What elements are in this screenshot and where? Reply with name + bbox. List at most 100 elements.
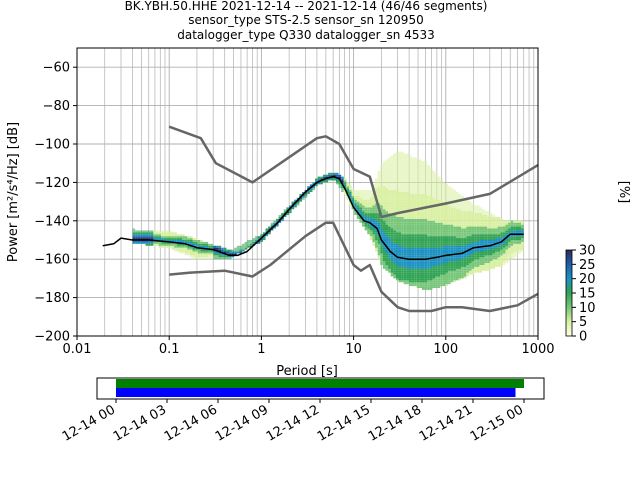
psd-cell	[515, 240, 519, 242]
psd-cell	[453, 270, 456, 273]
psd-cell	[450, 218, 454, 221]
psd-cell	[487, 257, 490, 260]
psd-cell	[388, 188, 391, 191]
psd-cell	[377, 240, 381, 242]
psd-cell	[179, 247, 183, 250]
psd-cell	[458, 216, 462, 219]
psd-cell	[495, 264, 498, 267]
psd-cell	[422, 268, 425, 271]
psd-cell	[223, 257, 227, 260]
psd-cell	[192, 243, 196, 246]
psd-cell	[187, 247, 190, 250]
psd-cell	[518, 241, 522, 244]
psd-cell	[406, 205, 409, 208]
psd-cell	[382, 251, 386, 254]
colorbar-gradient	[565, 249, 573, 337]
psd-cell	[166, 236, 170, 239]
psd-cell	[382, 176, 386, 179]
psd-cell	[437, 211, 441, 214]
psd-cell	[442, 199, 446, 202]
psd-cell	[408, 216, 412, 219]
psd-cell	[453, 193, 456, 196]
psd-cell	[372, 236, 376, 239]
psd-cell	[414, 205, 417, 208]
psd-cell	[432, 241, 436, 244]
psd-cell	[479, 249, 482, 252]
psd-cell	[362, 190, 365, 192]
psd-cell	[513, 238, 516, 240]
psd-cell	[484, 243, 488, 246]
psd-cell	[398, 205, 402, 208]
psd-cell	[455, 201, 459, 204]
psd-cell	[458, 193, 462, 196]
psd-cell	[429, 218, 433, 221]
psd-cell	[184, 253, 188, 256]
psd-cell	[497, 224, 501, 227]
psd-cell	[432, 230, 436, 233]
psd-cell	[398, 184, 402, 187]
psd-cell	[435, 197, 438, 200]
psd-cell	[422, 276, 425, 279]
psd-cell	[403, 182, 407, 185]
x-tick-label: 1	[257, 342, 265, 357]
psd-cell	[398, 259, 402, 262]
psd-cell	[435, 263, 438, 265]
psd-cell	[393, 182, 396, 185]
psd-cell	[513, 249, 516, 252]
psd-cell	[427, 192, 430, 194]
psd-cell	[343, 193, 347, 196]
psd-cell	[398, 253, 402, 256]
psd-cell	[427, 193, 430, 196]
psd-cell	[416, 238, 420, 240]
psd-cell	[419, 192, 423, 194]
psd-cell	[440, 213, 443, 216]
psd-cell	[182, 234, 185, 237]
psd-cell	[481, 226, 485, 229]
psd-cell	[414, 245, 417, 248]
psd-cell	[356, 199, 360, 202]
psd-cell	[390, 178, 394, 181]
psd-cell	[489, 234, 493, 237]
psd-cell	[395, 153, 399, 156]
psd-cell	[403, 153, 407, 156]
psd-cell	[427, 199, 430, 202]
psd-cell	[408, 226, 412, 229]
psd-cell	[395, 240, 399, 242]
psd-cell	[432, 234, 436, 237]
psd-cell	[466, 264, 469, 267]
psd-cell	[445, 205, 449, 208]
psd-cell	[487, 243, 490, 246]
psd-cell	[429, 193, 433, 196]
psd-cell	[398, 234, 402, 237]
psd-cell	[427, 190, 430, 192]
psd-cell	[492, 247, 496, 250]
psd-cell	[453, 226, 456, 229]
psd-cell	[497, 230, 501, 233]
psd-cell	[495, 232, 498, 235]
psd-cell	[414, 203, 417, 206]
psd-cell	[406, 167, 409, 169]
psd-cell	[132, 232, 136, 235]
psd-cell	[401, 203, 404, 206]
psd-cell	[476, 220, 480, 223]
psd-cell	[398, 226, 402, 229]
psd-cell	[382, 253, 386, 256]
psd-cell	[513, 230, 516, 233]
psd-cell	[476, 266, 480, 269]
psd-cell	[388, 268, 391, 271]
psd-cell	[398, 224, 402, 227]
psd-cell	[382, 230, 386, 233]
psd-cell	[466, 238, 469, 240]
psd-cell	[427, 165, 430, 168]
x-tick-label: 0.01	[63, 342, 92, 357]
psd-cell	[422, 266, 425, 269]
psd-cell	[495, 263, 498, 265]
psd-cell	[155, 236, 159, 239]
psd-cell	[406, 168, 409, 171]
psd-cell	[395, 266, 399, 269]
psd-cell	[390, 174, 394, 177]
psd-cell	[343, 186, 347, 189]
psd-cell	[390, 240, 394, 242]
psd-cell	[362, 211, 365, 214]
psd-cell	[505, 234, 509, 237]
